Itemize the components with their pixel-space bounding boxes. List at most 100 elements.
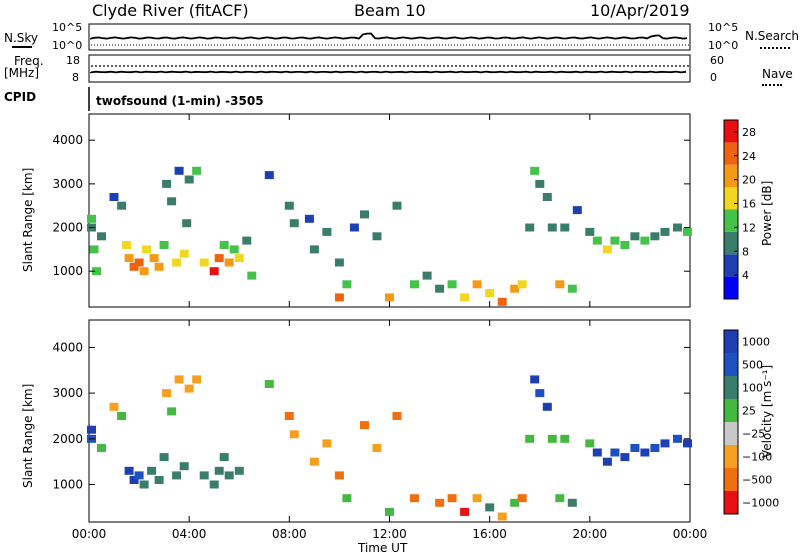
power-cell <box>460 293 470 302</box>
velocity-cell <box>510 498 520 507</box>
velocity-colorbar-segment <box>724 399 738 422</box>
power-cell <box>602 245 612 254</box>
power-cell <box>142 245 152 254</box>
power-cell <box>525 223 535 232</box>
velocity-colorbar-label: −1000 <box>742 497 779 510</box>
power-cell <box>87 214 96 223</box>
power-colorbar-label: 28 <box>742 126 756 139</box>
velocity-cell <box>460 507 470 516</box>
velocity-cell <box>372 444 382 452</box>
power-cell <box>592 236 602 245</box>
nsky-panel <box>88 23 691 51</box>
xtick-label: 08:00 <box>272 527 307 541</box>
velocity-cell <box>472 494 482 503</box>
velocity-ytick-label: 3000 <box>52 386 83 400</box>
power-cell <box>167 197 177 206</box>
velocity-ytick-label: 4000 <box>52 340 83 354</box>
power-cell <box>447 280 457 289</box>
velocity-cell <box>410 494 419 503</box>
power-ytick-label: 3000 <box>52 177 83 191</box>
power-cell <box>289 219 299 228</box>
power-cell <box>630 232 640 241</box>
freq-tick-bottom: 8 <box>72 71 79 84</box>
velocity-cell <box>289 430 299 439</box>
velocity-cell <box>585 439 595 448</box>
plot-title: Clyde River (fitACF) <box>92 1 249 20</box>
velocity-colorbar-segment <box>724 468 738 491</box>
power-cell <box>567 284 577 293</box>
power-cell <box>517 280 527 289</box>
power-cell <box>422 271 432 280</box>
velocity-cell <box>342 494 352 503</box>
power-cell <box>334 293 344 302</box>
velocity-cell <box>640 448 650 457</box>
date-label: 10/Apr/2019 <box>590 1 690 20</box>
velocity-colorbar-segment <box>724 445 738 468</box>
power-cell <box>673 223 682 232</box>
freq-label: Freq. <box>14 54 44 68</box>
velocity-colorbar-label: −100 <box>742 451 772 464</box>
power-cell <box>124 254 134 263</box>
nave-label: Nave <box>762 67 793 81</box>
power-ytick-label: 1000 <box>52 264 83 278</box>
power-cell <box>309 245 319 254</box>
velocity-cell <box>602 457 612 466</box>
power-cell <box>640 236 650 245</box>
power-cell <box>139 267 149 276</box>
velocity-cell <box>147 466 157 475</box>
power-cell <box>234 254 244 263</box>
velocity-cell <box>334 471 344 480</box>
velocity-cell <box>214 466 224 475</box>
power-cell <box>242 236 252 245</box>
velocity-cell <box>530 375 540 384</box>
cpid-text: twofsound (1-min) -3505 <box>96 94 264 108</box>
velocity-colorbar-segment <box>724 376 738 399</box>
nsky-tick-top: 10^5 <box>52 21 83 34</box>
power-cell <box>547 223 557 232</box>
velocity-colorbar-segment <box>724 491 738 514</box>
power-cell <box>385 293 394 302</box>
velocity-cell <box>567 498 577 507</box>
velocity-cell <box>650 444 660 452</box>
velocity-cell <box>535 389 545 398</box>
nsky-label: N.Sky <box>4 31 39 45</box>
power-cell <box>214 254 224 263</box>
power-cell <box>134 258 144 267</box>
power-cell <box>372 232 382 241</box>
velocity-cell <box>547 434 557 443</box>
velocity-cell <box>630 444 640 452</box>
velocity-cell <box>199 471 209 480</box>
power-colorbar-label: 12 <box>742 221 756 234</box>
velocity-cell <box>154 476 164 484</box>
power-cell <box>92 267 101 276</box>
beam-label: Beam 10 <box>354 1 426 20</box>
power-cell <box>97 232 106 241</box>
power-colorbar-label: 4 <box>742 269 749 282</box>
power-plot-frame <box>88 113 691 308</box>
power-cell <box>122 241 132 249</box>
velocity-cell <box>517 494 527 503</box>
cpid-label: CPID <box>4 90 37 104</box>
velocity-cell <box>87 425 96 434</box>
power-cell <box>149 254 159 263</box>
power-cell <box>182 219 192 228</box>
velocity-cell <box>497 512 507 521</box>
velocity-cell <box>525 434 535 443</box>
power-cell <box>435 284 445 293</box>
power-cell <box>184 175 194 184</box>
velocity-cell <box>309 457 319 466</box>
power-cell <box>542 193 552 201</box>
power-cell <box>334 258 344 267</box>
power-cell <box>109 193 119 201</box>
power-cell <box>620 241 630 249</box>
xtick-label: 00:00 <box>72 527 107 541</box>
freq-tick-top: 18 <box>66 54 80 67</box>
velocity-cell <box>129 476 139 484</box>
freq-panel <box>88 54 691 83</box>
velocity-cell <box>109 402 119 411</box>
velocity-cell <box>159 453 169 462</box>
power-cell <box>360 210 369 219</box>
xtick-label: 04:00 <box>172 527 207 541</box>
power-cell <box>683 227 692 236</box>
